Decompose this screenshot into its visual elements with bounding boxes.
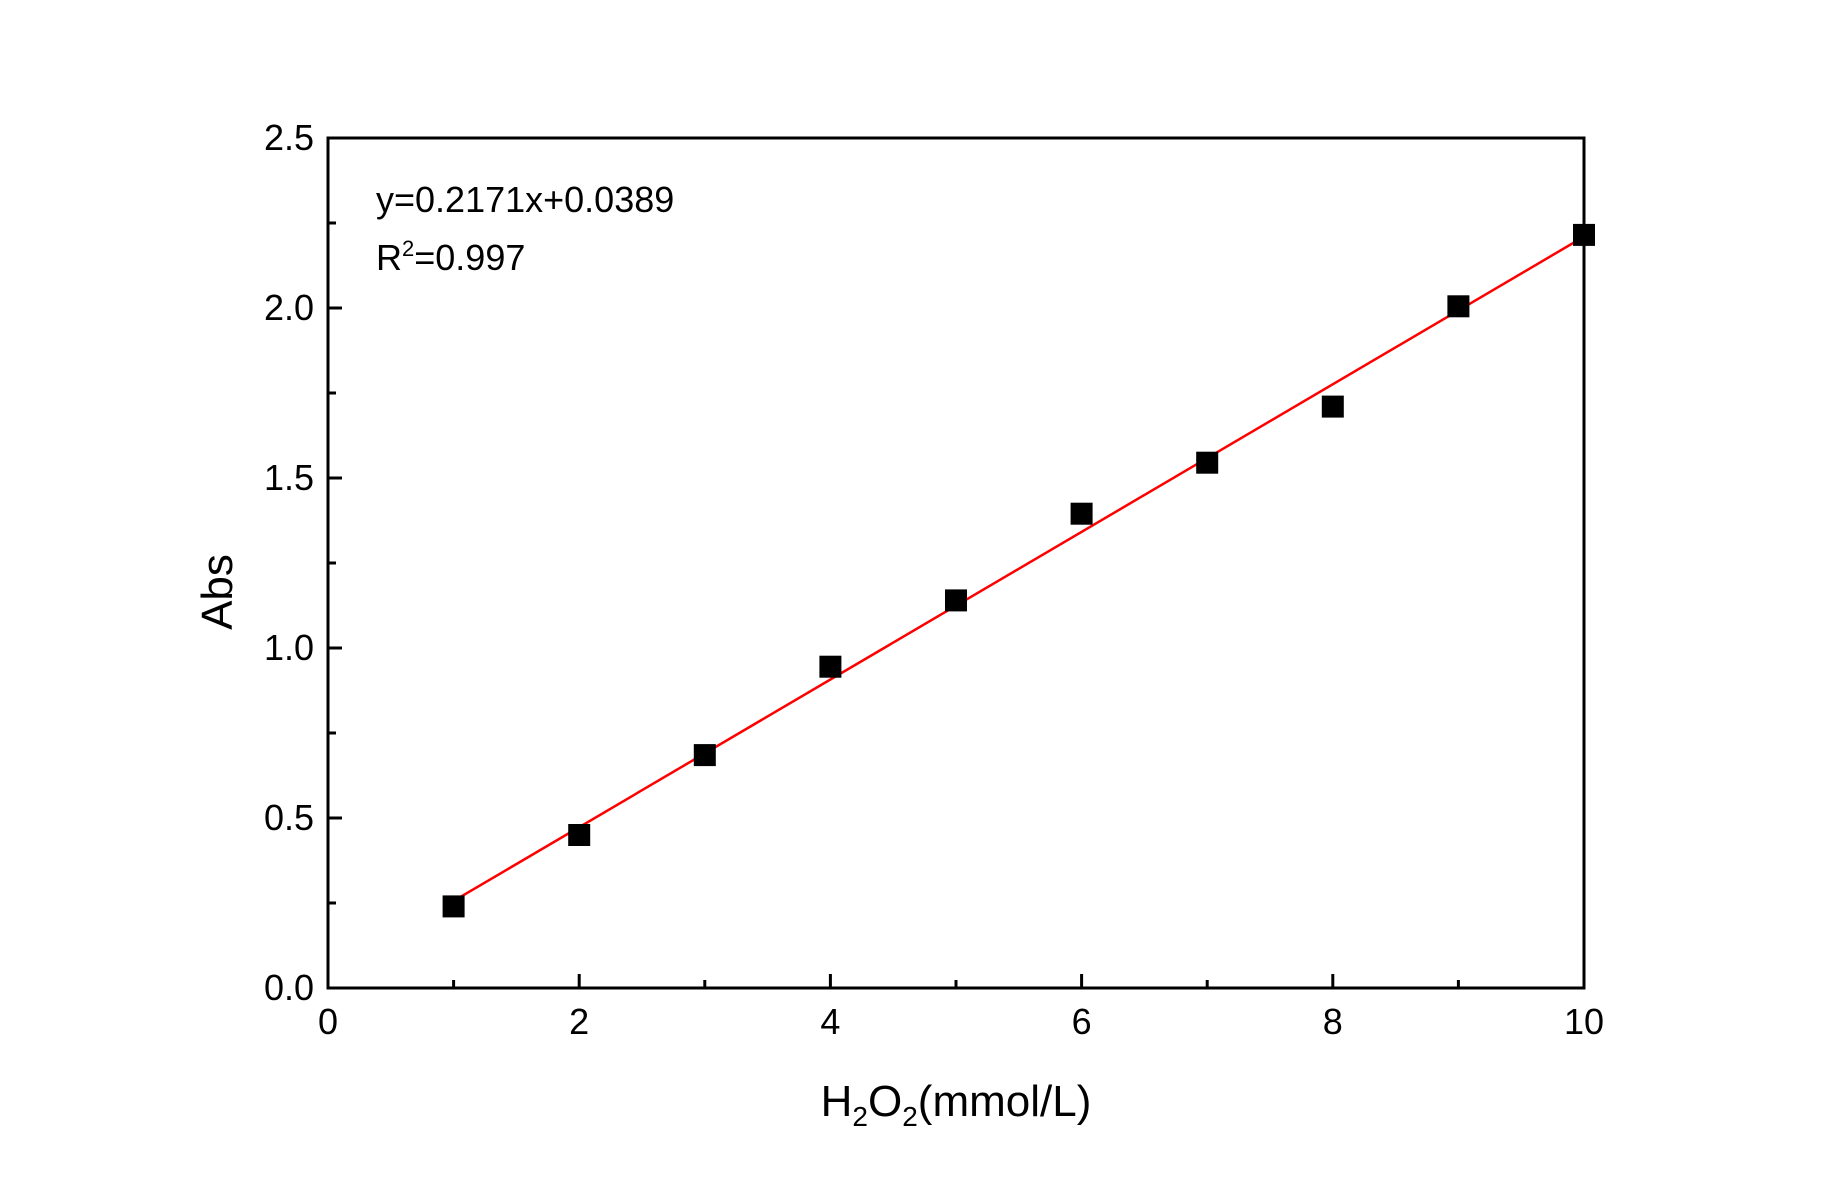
x-axis-title-sub1: 2 bbox=[852, 1101, 868, 1132]
x-axis-title: H2O2(mmol/L) bbox=[821, 1077, 1092, 1132]
y-tick-label: 1.0 bbox=[264, 627, 314, 668]
x-axis-title-o: O bbox=[868, 1077, 902, 1126]
x-tick-label: 10 bbox=[1564, 1001, 1604, 1042]
data-point bbox=[1321, 395, 1344, 418]
fit-line bbox=[452, 235, 1585, 903]
r-squared-r: R bbox=[376, 237, 402, 278]
data-point bbox=[1070, 502, 1093, 525]
y-tick-label: 1.5 bbox=[264, 457, 314, 498]
data-point bbox=[1447, 295, 1470, 318]
r-squared-superscript: 2 bbox=[402, 236, 414, 261]
x-axis-title-units: (mmol/L) bbox=[918, 1077, 1092, 1126]
data-point bbox=[568, 824, 591, 846]
data-point bbox=[945, 589, 967, 612]
y-axis-ticks: 0.0 0.5 1.0 1.5 2.0 2.5 bbox=[264, 117, 342, 1008]
r-squared-value: =0.997 bbox=[414, 237, 525, 278]
y-tick-label: 0.5 bbox=[264, 797, 314, 838]
fit-line-layer bbox=[452, 235, 1585, 903]
y-axis-title: Abs bbox=[193, 554, 242, 630]
x-axis-ticks: 0 2 4 6 8 10 bbox=[318, 974, 1604, 1042]
equation-annotation: y=0.2171x+0.0389 bbox=[376, 179, 674, 220]
x-tick-label: 6 bbox=[1072, 1001, 1092, 1042]
x-tick-label: 2 bbox=[569, 1001, 589, 1042]
y-tick-label: 0.0 bbox=[264, 967, 314, 1008]
r-squared-annotation: R2=0.997 bbox=[376, 236, 525, 278]
data-points-layer bbox=[442, 223, 1595, 918]
data-point bbox=[442, 895, 465, 918]
x-axis-title-sub2: 2 bbox=[902, 1101, 918, 1132]
y-tick-label: 2.5 bbox=[264, 117, 314, 158]
x-tick-label: 0 bbox=[318, 1001, 338, 1042]
x-axis-title-h: H bbox=[821, 1077, 853, 1126]
data-point bbox=[1573, 223, 1595, 246]
x-tick-label: 8 bbox=[1323, 1001, 1343, 1042]
y-tick-label: 2.0 bbox=[264, 287, 314, 328]
data-point bbox=[819, 655, 842, 678]
data-point bbox=[1196, 451, 1219, 474]
x-tick-label: 4 bbox=[820, 1001, 840, 1042]
data-point bbox=[693, 744, 716, 767]
